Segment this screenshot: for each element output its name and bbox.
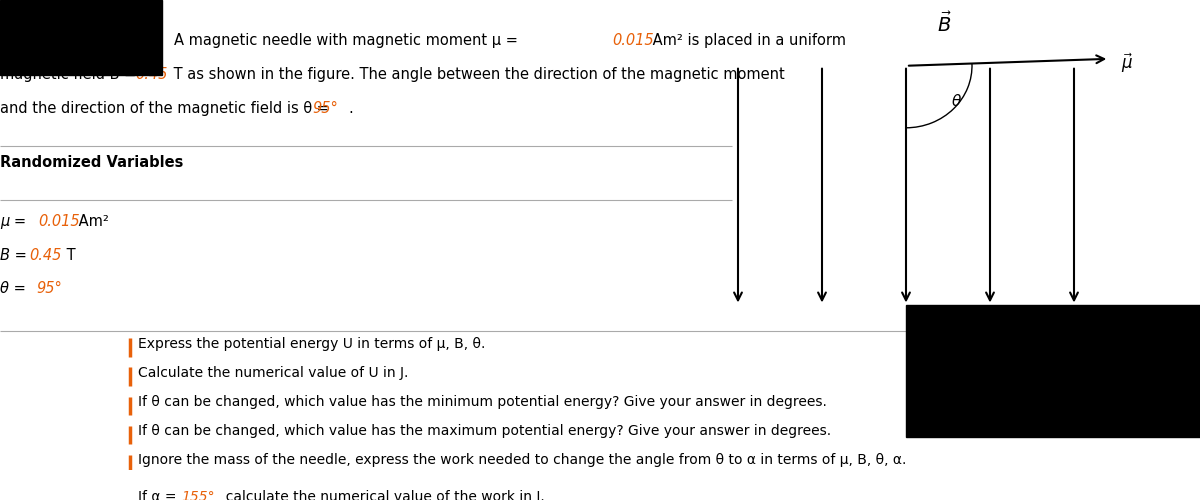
- Bar: [0, 0, 162, 75]
- Text: 155°: 155°: [181, 490, 215, 500]
- Bar: [906, 306, 1200, 437]
- Text: Am²: Am²: [74, 214, 109, 229]
- Text: Randomized Variables: Randomized Variables: [0, 155, 184, 170]
- Text: If θ can be changed, which value has the maximum potential energy? Give your ans: If θ can be changed, which value has the…: [138, 424, 832, 438]
- Text: .: .: [348, 100, 353, 116]
- Text: magnetic field B =: magnetic field B =: [0, 66, 140, 82]
- Text: Am² is placed in a uniform: Am² is placed in a uniform: [648, 33, 846, 48]
- Text: μ =: μ =: [0, 214, 31, 229]
- Text: If α =: If α =: [138, 490, 181, 500]
- Text: If θ can be changed, which value has the minimum potential energy? Give your ans: If θ can be changed, which value has the…: [138, 395, 827, 409]
- Text: and the direction of the magnetic field is θ =: and the direction of the magnetic field …: [0, 100, 334, 116]
- Text: A magnetic needle with magnetic moment μ =: A magnetic needle with magnetic moment μ…: [174, 33, 522, 48]
- Text: 95°: 95°: [36, 282, 62, 296]
- Text: , calculate the numerical value of the work in J.: , calculate the numerical value of the w…: [217, 490, 545, 500]
- Text: θ: θ: [952, 94, 961, 108]
- Text: 95°: 95°: [312, 100, 338, 116]
- Text: $\vec{\mu}$: $\vec{\mu}$: [1121, 52, 1134, 76]
- Text: Express the potential energy U in terms of μ, B, θ.: Express the potential energy U in terms …: [138, 337, 485, 351]
- Text: $\vec{B}$: $\vec{B}$: [937, 12, 952, 36]
- Text: 0.015: 0.015: [38, 214, 80, 229]
- Text: 0.015: 0.015: [612, 33, 654, 48]
- Text: 0.45: 0.45: [29, 248, 61, 262]
- Text: 0.45: 0.45: [136, 66, 168, 82]
- Text: T as shown in the figure. The angle between the direction of the magnetic moment: T as shown in the figure. The angle betw…: [169, 66, 785, 82]
- Text: Ignore the mass of the needle, express the work needed to change the angle from : Ignore the mass of the needle, express t…: [138, 454, 906, 468]
- Text: θ =: θ =: [0, 282, 30, 296]
- Text: B =: B =: [0, 248, 31, 262]
- Text: Calculate the numerical value of U in J.: Calculate the numerical value of U in J.: [138, 366, 408, 380]
- Text: T: T: [62, 248, 76, 262]
